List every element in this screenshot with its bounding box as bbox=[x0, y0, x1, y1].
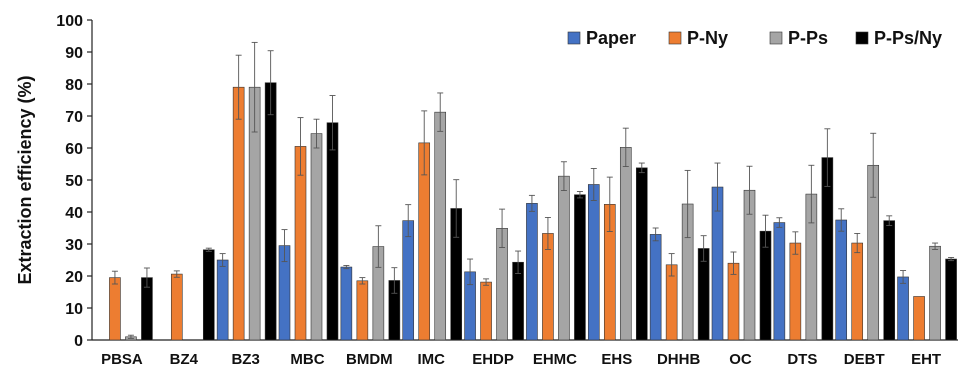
legend-swatch-p-ps bbox=[769, 31, 783, 45]
bar-p-ps-ny-dhhb bbox=[697, 248, 710, 341]
x-tick-label: EHDP bbox=[472, 351, 514, 368]
bar-paper-imc bbox=[402, 220, 415, 341]
y-tick-label: 50 bbox=[65, 173, 83, 190]
bar-p-ps-imc bbox=[434, 111, 447, 341]
x-tick-label: EHS bbox=[601, 351, 632, 368]
bar-p-ny-ehdp bbox=[480, 281, 492, 341]
bar-p-ny-dts bbox=[789, 242, 802, 341]
x-tick-label: PBSA bbox=[101, 351, 143, 368]
x-tick-label: OC bbox=[729, 351, 752, 368]
legend-swatch-p-ny bbox=[668, 31, 682, 45]
bar-paper-bmdm bbox=[340, 266, 353, 341]
y-tick-label: 90 bbox=[65, 45, 83, 62]
bar-p-ps-ny-bz3 bbox=[264, 82, 277, 341]
legend-label: Paper bbox=[586, 28, 636, 48]
bar-paper-bz3 bbox=[216, 259, 229, 341]
x-tick-label: BMDM bbox=[346, 351, 393, 368]
bar-p-ps-ny-debt bbox=[883, 220, 896, 341]
x-tick-label: BZ4 bbox=[170, 351, 199, 368]
bar-p-ny-bz4 bbox=[170, 273, 183, 341]
bar-p-ny-pbsa bbox=[109, 277, 121, 341]
bar-paper-ehs bbox=[587, 184, 600, 341]
legend-swatch-paper bbox=[567, 31, 581, 45]
legend-label: P-Ps/Ny bbox=[874, 28, 942, 48]
y-tick-label: 60 bbox=[65, 141, 83, 158]
bar-p-ps-ny-ehmc bbox=[574, 194, 586, 341]
y-axis-title: Extraction efficiency (%) bbox=[15, 75, 35, 284]
legend-label: P-Ps bbox=[788, 28, 828, 48]
bar-paper-debt bbox=[835, 219, 848, 341]
bar-p-ps-ny-ehs bbox=[635, 167, 648, 341]
x-tick-label: DEBT bbox=[844, 351, 885, 368]
y-tick-label: 0 bbox=[74, 333, 83, 350]
bar-p-ps-ny-mbc bbox=[326, 122, 339, 341]
x-tick-label: EHMC bbox=[533, 351, 577, 368]
x-tick-label: DHHB bbox=[657, 351, 700, 368]
axes: 0 10 20 30 40 50 60 70 80 90 100 PBSA BZ4 BZ3 MBC BMDM I… bbox=[56, 13, 958, 368]
bar-p-ny-debt bbox=[851, 242, 864, 341]
bar-p-ps-ny-ehdp bbox=[512, 261, 524, 341]
bar-p-ps-eht bbox=[929, 245, 941, 341]
bar-paper-dhhb bbox=[649, 234, 662, 341]
legend: Paper P-Ny P-Ps P-Ps/Ny bbox=[567, 28, 942, 48]
y-tick-label: 80 bbox=[65, 77, 83, 94]
bar-paper-ehmc bbox=[526, 203, 538, 341]
legend-label: P-Ny bbox=[687, 28, 728, 48]
y-tick-label: 10 bbox=[65, 301, 83, 318]
bar-p-ny-bmdm bbox=[356, 280, 369, 341]
bar-p-ps-ny-eht bbox=[945, 258, 957, 341]
bar-p-ps-mbc bbox=[310, 133, 323, 341]
y-tick-label: 100 bbox=[56, 13, 83, 30]
bar-paper-dts bbox=[773, 222, 786, 341]
x-tick-label: DTS bbox=[787, 351, 817, 368]
x-tick-label: MBC bbox=[290, 351, 324, 368]
y-tick-label: 40 bbox=[65, 205, 83, 222]
x-tick-label: EHT bbox=[911, 351, 941, 368]
bar-p-ps-ny-bz4 bbox=[202, 249, 215, 341]
y-tick-label: 20 bbox=[65, 269, 83, 286]
bar-p-ny-eht bbox=[913, 296, 925, 341]
bar-p-ps-ehs bbox=[619, 147, 632, 341]
y-tick-label: 30 bbox=[65, 237, 83, 254]
y-tick-label: 70 bbox=[65, 109, 83, 126]
bar-paper-eht bbox=[897, 276, 909, 341]
bar-p-ps-ehmc bbox=[558, 175, 570, 341]
bars bbox=[109, 82, 957, 341]
error-bars bbox=[111, 41, 955, 339]
x-tick-label: BZ3 bbox=[231, 351, 259, 368]
x-tick-label: IMC bbox=[417, 351, 445, 368]
bar-p-ny-bz3 bbox=[232, 86, 245, 341]
legend-swatch-p-ps-ny bbox=[855, 31, 869, 45]
